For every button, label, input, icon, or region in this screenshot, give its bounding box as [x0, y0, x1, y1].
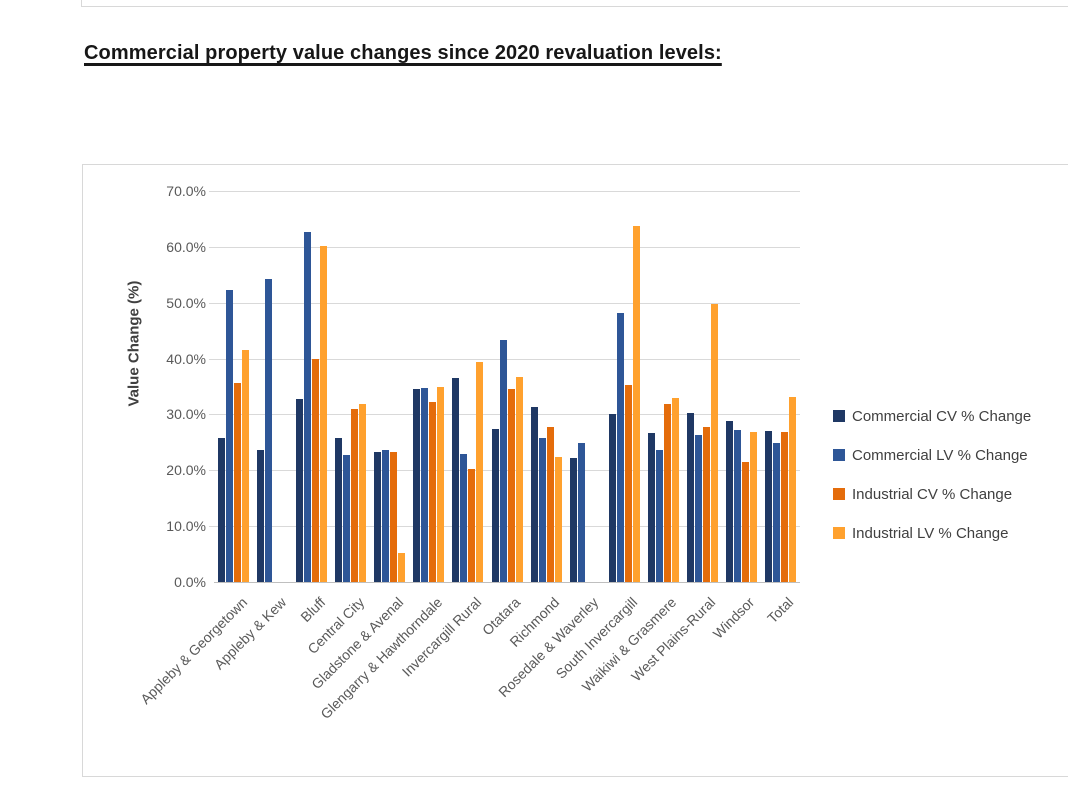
- bar: [468, 468, 476, 582]
- bar: [686, 412, 694, 582]
- legend-swatch: [833, 488, 845, 500]
- bar: [772, 443, 780, 582]
- bar: [741, 462, 749, 582]
- gridline: [209, 302, 800, 304]
- bar: [788, 396, 796, 582]
- bar: [491, 428, 499, 582]
- bar: [647, 433, 655, 582]
- bar: [218, 438, 226, 582]
- bar: [343, 455, 351, 582]
- gridline: [209, 246, 800, 248]
- bar: [351, 408, 359, 582]
- bar: [335, 437, 343, 582]
- bar: [382, 450, 390, 582]
- chart-legend: Commercial CV % Change Commercial LV % Ch…: [833, 407, 1031, 542]
- previous-content-box: [81, 0, 1068, 7]
- bar: [733, 429, 741, 582]
- bar: [374, 452, 382, 582]
- bar: [702, 426, 710, 582]
- legend-item: Industrial LV % Change: [833, 524, 1031, 542]
- legend-item: Industrial CV % Change: [833, 485, 1031, 503]
- y-tick-label: 70.0%: [166, 183, 206, 199]
- y-tick-label: 60.0%: [166, 238, 206, 255]
- bar: [476, 361, 484, 582]
- legend-label: Commercial CV % Change: [852, 407, 1032, 425]
- bar: [577, 443, 585, 582]
- bar: [312, 358, 320, 582]
- y-tick-label: 0.0%: [174, 574, 206, 590]
- bar: [554, 456, 562, 582]
- bar: [320, 245, 328, 582]
- bar: [538, 437, 546, 582]
- legend-swatch: [833, 527, 845, 539]
- bar: [655, 450, 663, 582]
- bar: [694, 435, 702, 582]
- bar: [359, 403, 367, 582]
- bar: [296, 399, 304, 582]
- legend-item: Commercial LV % Change: [833, 446, 1031, 464]
- bar: [710, 304, 718, 582]
- bar: [515, 377, 523, 582]
- legend-label: Commercial LV % Change: [852, 446, 1028, 464]
- bar: [632, 225, 640, 582]
- bar: [413, 388, 421, 582]
- bar: [624, 385, 632, 582]
- bar: [226, 289, 234, 582]
- legend-swatch: [833, 410, 845, 422]
- bar: [530, 406, 538, 582]
- bar: [429, 401, 437, 582]
- gridline: [209, 191, 800, 192]
- bar: [546, 427, 554, 582]
- bar: [452, 377, 460, 582]
- bar: [304, 231, 312, 582]
- y-tick-label: 20.0%: [166, 462, 206, 479]
- bar: [749, 431, 757, 582]
- bar: [764, 430, 772, 582]
- legend-label: Industrial LV % Change: [852, 524, 1009, 542]
- bar: [421, 387, 429, 582]
- bar: [616, 312, 624, 582]
- bar-chart: Value Change (%) Commercial CV % Change C…: [82, 164, 1068, 777]
- y-tick-label: 50.0%: [166, 294, 206, 311]
- bar: [234, 383, 242, 582]
- section-heading: Commercial property value changes since …: [84, 42, 722, 64]
- bar: [460, 454, 468, 582]
- bar: [437, 387, 445, 582]
- bar: [257, 450, 265, 582]
- y-tick-label: 40.0%: [166, 350, 206, 367]
- bar: [390, 452, 398, 582]
- bar: [608, 414, 616, 582]
- bar: [242, 350, 250, 582]
- y-tick-label: 30.0%: [166, 406, 206, 423]
- y-tick-label: 10.0%: [166, 518, 206, 535]
- y-axis-title: Value Change (%): [125, 280, 143, 406]
- bar: [499, 340, 507, 582]
- legend-label: Industrial CV % Change: [852, 485, 1013, 503]
- legend-swatch: [833, 449, 845, 461]
- bar: [780, 432, 788, 582]
- bar: [725, 421, 733, 582]
- bar: [398, 552, 406, 582]
- bar: [671, 397, 679, 582]
- bar: [265, 278, 273, 582]
- bar: [507, 388, 515, 582]
- legend-item: Commercial CV % Change: [833, 407, 1031, 425]
- bar: [569, 457, 577, 582]
- x-axis-line: [214, 582, 800, 583]
- bar: [663, 403, 671, 582]
